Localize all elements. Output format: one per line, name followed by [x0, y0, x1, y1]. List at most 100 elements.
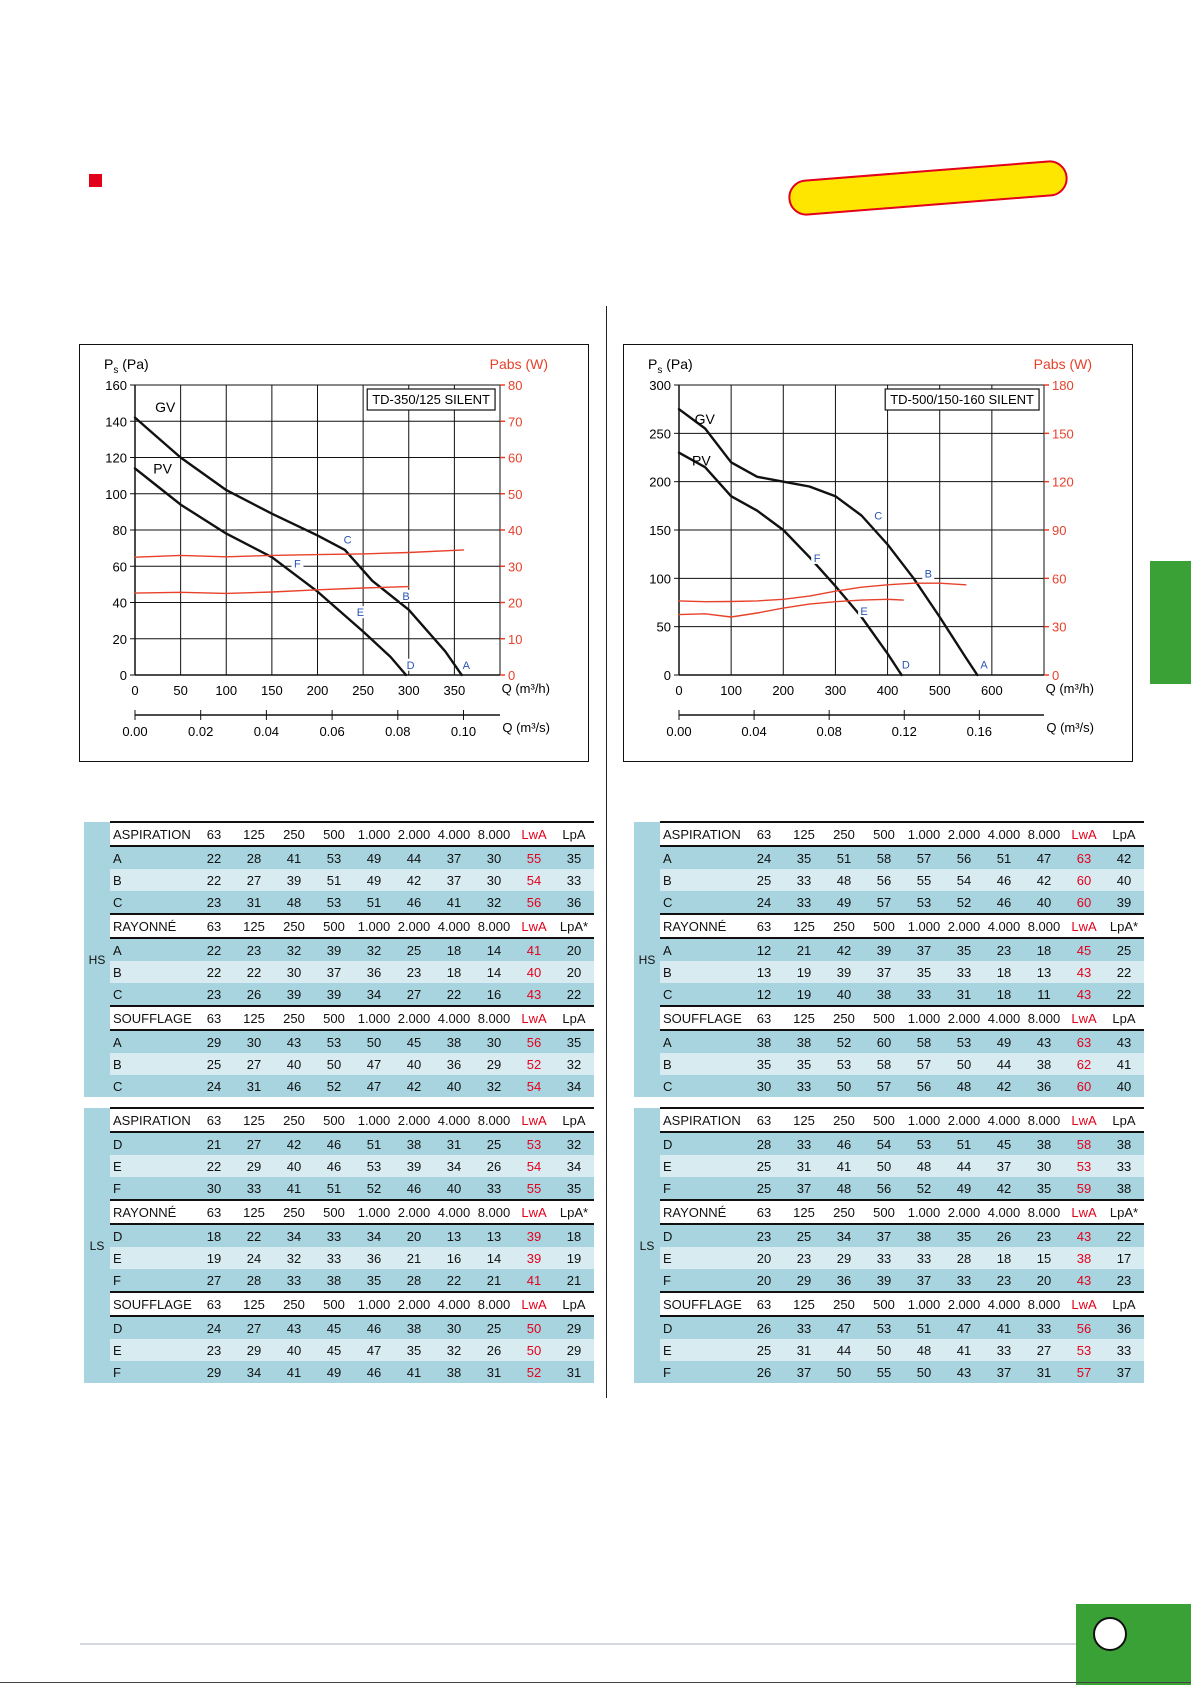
row-label: D	[660, 1132, 744, 1155]
table-cell: 53	[944, 1030, 984, 1053]
column-header: LwA	[514, 1199, 554, 1225]
column-header: 250	[274, 821, 314, 847]
column-header: 500	[314, 1005, 354, 1031]
table-cell: 39	[864, 1269, 904, 1292]
pressure-curve-gv	[133, 416, 463, 677]
table-cell: 42	[984, 1075, 1024, 1097]
point-label-bg	[872, 509, 885, 522]
column-header: 125	[784, 1291, 824, 1317]
table-cell: 40	[514, 961, 554, 983]
table-cell: 41	[274, 846, 314, 869]
table-cell: 40	[274, 1155, 314, 1177]
table-hs-right: HS ASPIRATION 63 125 250 500 1.000 2.000 4.000 8.…	[634, 821, 1144, 1097]
table-cell: 43	[1064, 1224, 1104, 1247]
table-cell: 31	[784, 1155, 824, 1177]
column-header: 250	[824, 1291, 864, 1317]
column-header: LpA	[554, 821, 594, 847]
table-cell: 29	[784, 1269, 824, 1292]
section-title: ASPIRATION	[110, 1107, 194, 1133]
x-tick-label: 400	[877, 683, 899, 698]
table-cell: 40	[1104, 1075, 1144, 1097]
table-row: A 22 23 32 39 32 25 18 14 41 20	[84, 938, 594, 961]
table-cell: 13	[744, 961, 784, 983]
column-header: 2.000	[394, 1199, 434, 1225]
table-cell: 22	[434, 983, 474, 1006]
table-cell: 49	[314, 1361, 354, 1383]
column-header: LwA	[1064, 1291, 1104, 1317]
table-section-header: SOUFFLAGE 63 125 250 500 1.000 2.000 4.000 8.000…	[84, 1005, 594, 1031]
table-cell: 47	[1024, 846, 1064, 869]
table-section-header: RAYONNÉ 63 125 250 500 1.000 2.000 4.000 8.000 Lw…	[84, 1199, 594, 1225]
column-header: 8.000	[1024, 1107, 1064, 1133]
table-cell: 30	[434, 1316, 474, 1339]
table-cell: 33	[1104, 1155, 1144, 1177]
table-cell: 37	[984, 1155, 1024, 1177]
table-cell: 55	[904, 869, 944, 891]
table-cell: 42	[824, 938, 864, 961]
column-header: 250	[274, 1107, 314, 1133]
table-cell: 33	[314, 1224, 354, 1247]
column-header: 8.000	[1024, 1199, 1064, 1225]
table-cell: 22	[194, 869, 234, 891]
table-cell: 53	[314, 846, 354, 869]
point-label: C	[874, 510, 882, 522]
table-row: C 23 31 48 53 51 46 41 32 56 36	[84, 891, 594, 914]
bullet-square-icon	[89, 174, 102, 187]
table-cell: 63	[1064, 1030, 1104, 1053]
table-cell: 31	[944, 983, 984, 1006]
section-title: ASPIRATION	[660, 821, 744, 847]
column-header: 125	[234, 1199, 274, 1225]
y2-tick-label: 30	[508, 559, 522, 574]
table-cell: 35	[394, 1339, 434, 1361]
y2-tick-label: 0	[508, 668, 515, 683]
row-label: B	[110, 869, 194, 891]
footer-rule	[80, 1643, 1080, 1645]
page-number-tab	[1076, 1604, 1191, 1685]
table-section-header: RAYONNÉ 63 125 250 500 1.000 2.000 4.000 8.000 Lw…	[634, 913, 1144, 939]
y2-tick-label: 60	[508, 451, 522, 466]
chart-title: TD-500/150-160 SILENT	[890, 392, 1034, 407]
table-cell: 36	[824, 1269, 864, 1292]
table-cell: 22	[194, 961, 234, 983]
table-cell: 47	[824, 1316, 864, 1339]
table-cell: 43	[1064, 961, 1104, 983]
column-header: 125	[234, 1291, 274, 1317]
point-label: C	[344, 535, 352, 547]
table-cell: 41	[1104, 1053, 1144, 1075]
table-section-header: LS ASPIRATION 63 125 250 500 1.000 2.000 4.000 8.…	[84, 1107, 594, 1383]
table-cell: 38	[1064, 1247, 1104, 1269]
table-cell: 50	[824, 1075, 864, 1097]
column-header: 8.000	[1024, 1291, 1064, 1317]
table-section-header: HS ASPIRATION 63 125 250 500 1.000 2.000 4.000 8.…	[84, 821, 594, 1097]
table-cell: 11	[1024, 983, 1064, 1006]
column-header: 8.000	[1024, 913, 1064, 939]
column-header: 4.000	[434, 821, 474, 847]
row-label: F	[660, 1269, 744, 1292]
column-header: 2.000	[394, 821, 434, 847]
table-cell: 53	[864, 1316, 904, 1339]
table-cell: 36	[434, 1053, 474, 1075]
table-cell: 29	[824, 1247, 864, 1269]
column-header: 8.000	[474, 1107, 514, 1133]
y2-axis-label: Pabs (W)	[490, 356, 548, 372]
chart-title-box	[366, 388, 496, 411]
table-cell: 39	[1104, 891, 1144, 914]
table-cell: 27	[234, 1132, 274, 1155]
column-header: 8.000	[474, 1199, 514, 1225]
column-header: 2.000	[394, 1291, 434, 1317]
table-cell: 23	[394, 961, 434, 983]
table-cell: 21	[194, 1132, 234, 1155]
column-header: LpA*	[554, 913, 594, 939]
row-label: A	[660, 1030, 744, 1053]
column-header: 1.000	[354, 1005, 394, 1031]
point-label: F	[294, 558, 301, 570]
y-tick-label: 160	[105, 378, 127, 393]
x-tick-label: 50	[173, 683, 187, 698]
point-label-bg	[400, 589, 413, 602]
table-cell: 43	[1064, 1269, 1104, 1292]
table-cell: 28	[744, 1132, 784, 1155]
y-tick-label: 250	[649, 426, 671, 441]
row-label: E	[110, 1247, 194, 1269]
table-cell: 57	[904, 846, 944, 869]
row-label: C	[110, 983, 194, 1006]
